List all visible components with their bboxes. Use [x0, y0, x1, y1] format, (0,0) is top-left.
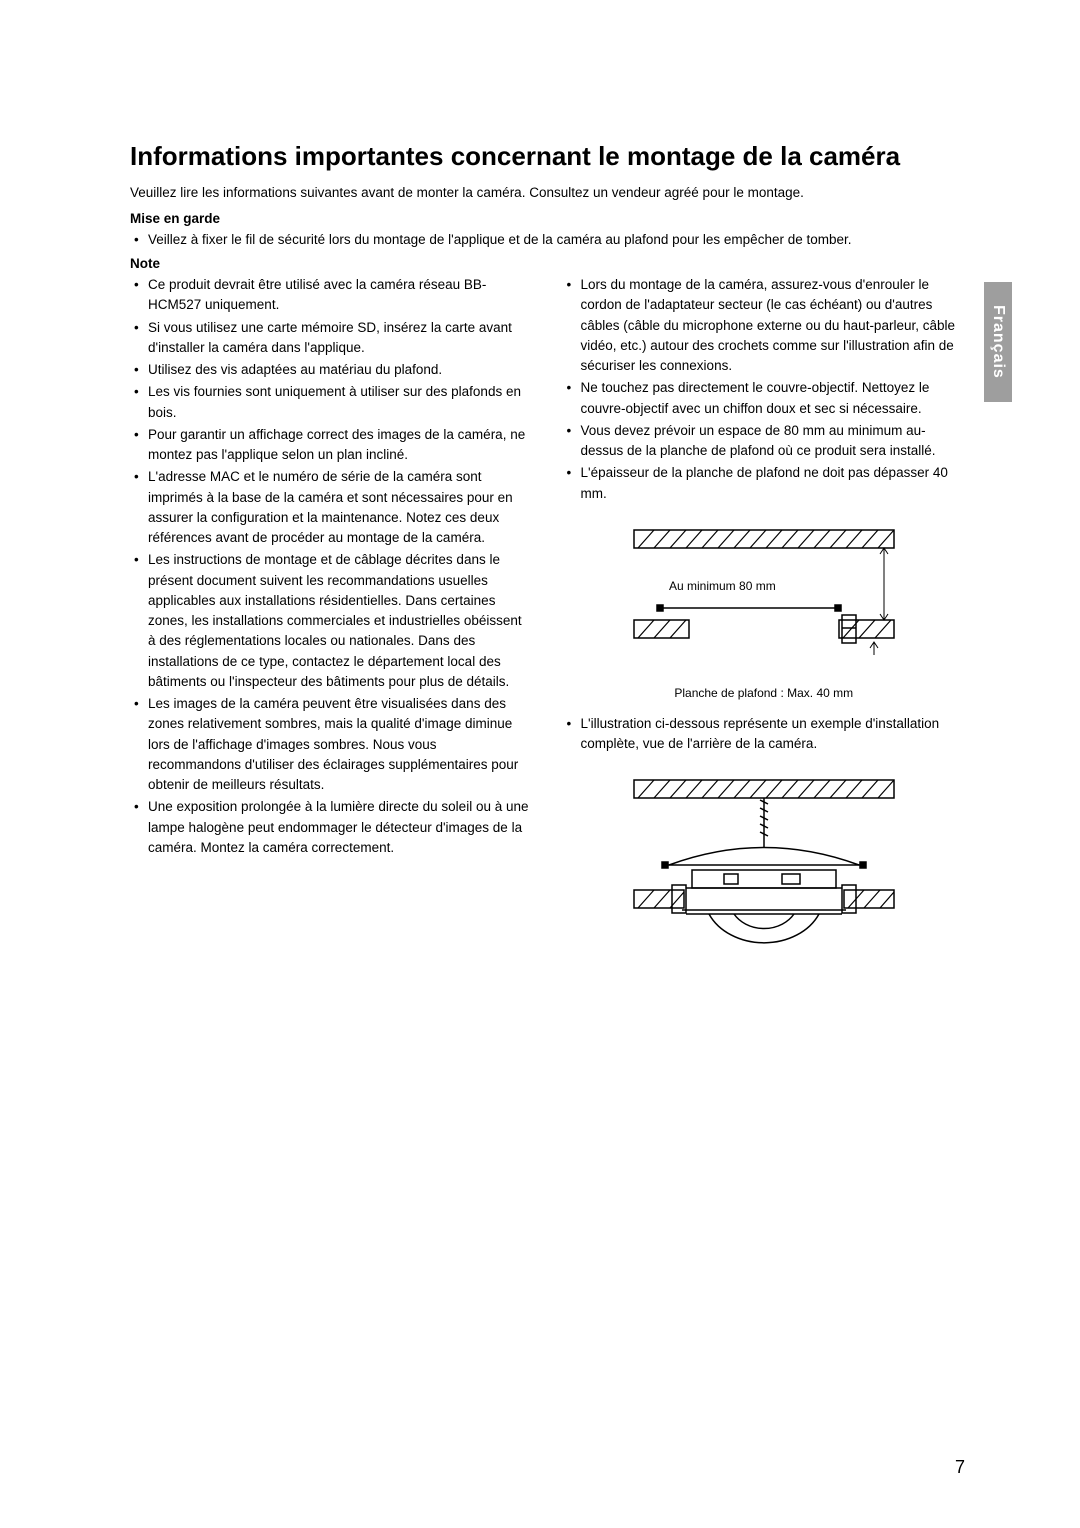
- list-item: Une exposition prolongée à la lumière di…: [130, 797, 533, 858]
- installation-diagram-svg: [614, 770, 914, 970]
- list-item: Les vis fournies sont uniquement à utili…: [130, 382, 533, 423]
- list-item: L'illustration ci-dessous représente un …: [563, 714, 966, 755]
- list-item: L'épaisseur de la planche de plafond ne …: [563, 463, 966, 504]
- installation-diagram: [563, 770, 966, 970]
- list-item: Vous devez prévoir un espace de 80 mm au…: [563, 421, 966, 462]
- left-notes-list: Ce produit devrait être utilisé avec la …: [130, 275, 533, 858]
- clearance-diagram: Au minimum 80 mm: [563, 520, 966, 700]
- list-item: Utilisez des vis adaptées au matériau du…: [130, 360, 533, 380]
- right-notes-top-list: Lors du montage de la caméra, assurez-vo…: [563, 275, 966, 504]
- list-item: Les images de la caméra peuvent être vis…: [130, 694, 533, 795]
- page-title: Informations importantes concernant le m…: [130, 140, 965, 173]
- right-notes-bottom-list: L'illustration ci-dessous représente un …: [563, 714, 966, 755]
- list-item: Si vous utilisez une carte mémoire SD, i…: [130, 318, 533, 359]
- list-item: Ne touchez pas directement le couvre-obj…: [563, 378, 966, 419]
- clearance-diagram-svg: Au minimum 80 mm: [614, 520, 914, 680]
- document-page: Français Informations importantes concer…: [0, 0, 1080, 1528]
- clearance-label: Au minimum 80 mm: [669, 579, 776, 593]
- list-item: Les instructions de montage et de câblag…: [130, 550, 533, 692]
- list-item: L'adresse MAC et le numéro de série de l…: [130, 467, 533, 548]
- note-heading: Note: [130, 256, 965, 271]
- list-item: Pour garantir un affichage correct des i…: [130, 425, 533, 466]
- caution-bullet: Veillez à fixer le fil de sécurité lors …: [130, 230, 965, 250]
- caution-heading: Mise en garde: [130, 211, 965, 226]
- right-column: Lors du montage de la caméra, assurez-vo…: [563, 275, 966, 984]
- intro-paragraph: Veuillez lire les informations suivantes…: [130, 183, 965, 203]
- list-item: Ce produit devrait être utilisé avec la …: [130, 275, 533, 316]
- page-number: 7: [955, 1457, 965, 1478]
- two-column-layout: Ce produit devrait être utilisé avec la …: [130, 275, 965, 984]
- left-column: Ce produit devrait être utilisé avec la …: [130, 275, 533, 984]
- clearance-caption: Planche de plafond : Max. 40 mm: [563, 686, 966, 700]
- language-tab: Français: [984, 282, 1012, 402]
- list-item: Lors du montage de la caméra, assurez-vo…: [563, 275, 966, 376]
